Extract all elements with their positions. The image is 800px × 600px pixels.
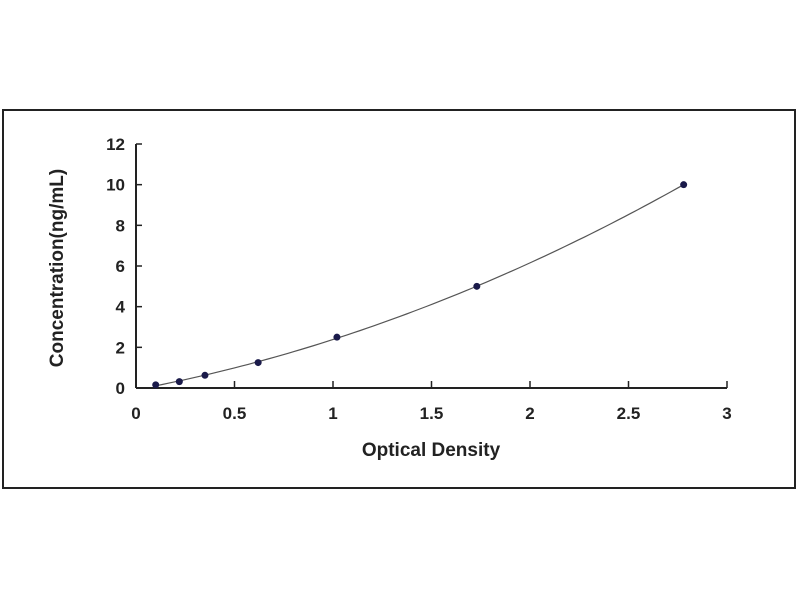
y-tick-label: 6 <box>116 257 125 276</box>
x-tick-label: 3 <box>722 404 731 423</box>
chart-frame <box>2 109 796 489</box>
data-point <box>473 282 481 290</box>
data-point <box>152 381 160 389</box>
data-point <box>680 181 688 189</box>
data-point <box>201 371 209 379</box>
x-tick-label: 1 <box>328 404 337 423</box>
y-tick-label: 0 <box>116 379 125 398</box>
x-tick-label: 1.5 <box>420 404 444 423</box>
y-axis-label: Concentration(ng/mL) <box>47 169 68 367</box>
y-tick-label: 8 <box>116 216 125 235</box>
y-tick-label: 4 <box>116 298 126 317</box>
fit-curve <box>155 184 684 387</box>
x-tick-label: 0 <box>131 404 140 423</box>
data-point <box>175 378 183 386</box>
data-point <box>333 333 341 341</box>
y-tick-label: 12 <box>106 135 125 154</box>
x-tick-label: 2 <box>525 404 534 423</box>
y-tick-label: 10 <box>106 176 125 195</box>
x-tick-label: 2.5 <box>617 404 641 423</box>
data-point <box>254 359 262 367</box>
x-tick-label: 0.5 <box>223 404 247 423</box>
y-tick-label: 2 <box>116 338 125 357</box>
x-axis-label: Optical Density <box>362 440 501 461</box>
